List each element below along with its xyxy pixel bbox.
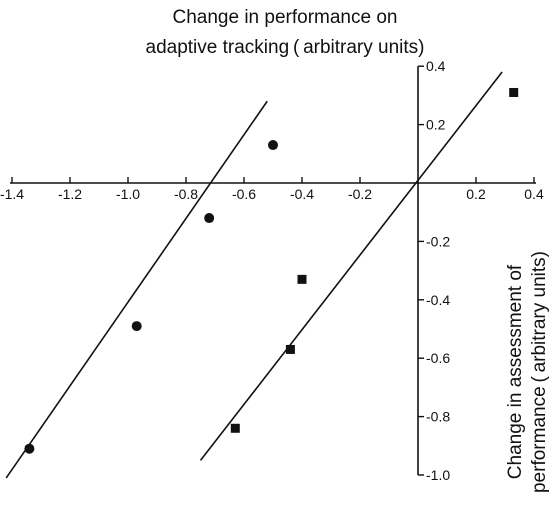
axes <box>10 66 536 475</box>
fit-line-circle <box>5 100 268 479</box>
y-tick-label: -0.2 <box>426 233 450 249</box>
y-tick-label: 0.2 <box>426 117 446 133</box>
y-axis-label: Change in assessment of performance ( ar… <box>505 251 550 493</box>
x-tick-label: -0.2 <box>348 186 372 202</box>
square-point <box>297 274 307 284</box>
square-point <box>509 87 519 97</box>
y-tick-label: -1.0 <box>426 467 450 483</box>
circle-point <box>24 443 35 454</box>
y-ticks: 0.4 0.2 -0.2 -0.4 -0.6 -0.8 -1.0 <box>418 58 450 483</box>
x-tick-label: -0.6 <box>232 186 256 202</box>
x-tick-label: -1.0 <box>116 186 140 202</box>
x-tick-label: 0.2 <box>466 186 486 202</box>
fit-lines <box>5 71 503 479</box>
x-tick-label: -1.2 <box>58 186 82 202</box>
chart-title-line-1: Change in performance on <box>173 7 398 28</box>
square-point <box>230 423 240 433</box>
circle-point <box>131 321 142 332</box>
circle-point <box>204 213 215 224</box>
x-tick-label: 0.4 <box>524 186 544 202</box>
y-axis-label-line-2: performance ( arbitrary units) <box>529 251 550 493</box>
y-tick-label: 0.4 <box>426 58 446 74</box>
x-tick-label: -0.8 <box>174 186 198 202</box>
y-tick-label: -0.4 <box>426 292 450 308</box>
fit-line-square <box>199 71 503 461</box>
square-point <box>285 344 295 354</box>
y-tick-label: -0.6 <box>426 350 450 366</box>
data-points <box>24 87 519 454</box>
circle-point <box>268 140 278 151</box>
y-axis-label-line-1: Change in assessment of <box>505 264 526 479</box>
x-ticks: -1.4 -1.2 -1.0 -0.8 -0.6 -0.4 -0.2 0.2 0.4 <box>0 177 544 202</box>
x-tick-label: -1.4 <box>0 186 24 202</box>
y-tick-label: -0.8 <box>426 409 450 425</box>
chart-title-line-2: adaptive tracking ( arbitrary units) <box>146 37 425 58</box>
x-tick-label: -0.4 <box>290 186 314 202</box>
